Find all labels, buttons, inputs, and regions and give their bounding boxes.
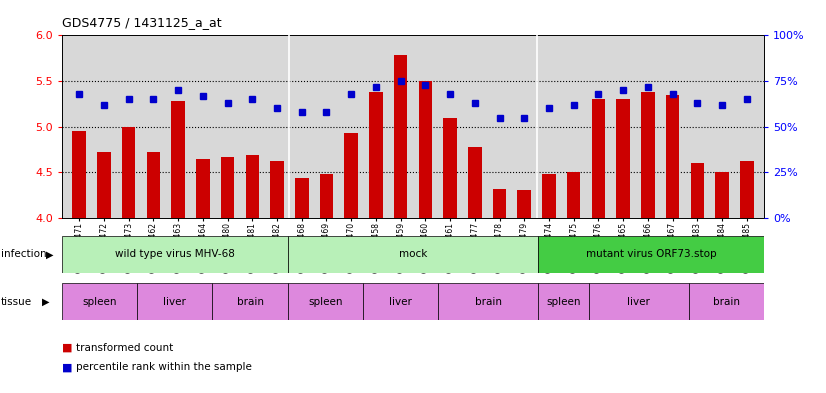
Text: liver: liver xyxy=(389,297,412,307)
Bar xyxy=(295,178,309,218)
Bar xyxy=(270,162,284,218)
Bar xyxy=(493,189,506,218)
Text: wild type virus MHV-68: wild type virus MHV-68 xyxy=(115,250,235,259)
Text: ▶: ▶ xyxy=(42,297,50,307)
Text: brain: brain xyxy=(236,297,263,307)
Text: brain: brain xyxy=(475,297,501,307)
Bar xyxy=(62,283,137,320)
Text: ▶: ▶ xyxy=(46,250,54,259)
Bar xyxy=(97,152,111,218)
Bar xyxy=(171,101,185,218)
Text: infection: infection xyxy=(1,250,46,259)
Bar xyxy=(419,81,432,218)
Bar xyxy=(616,99,630,218)
Bar xyxy=(588,283,689,320)
Bar xyxy=(444,118,457,218)
Bar xyxy=(539,236,764,273)
Text: spleen: spleen xyxy=(83,297,116,307)
Bar xyxy=(344,133,358,218)
Text: percentile rank within the sample: percentile rank within the sample xyxy=(76,362,252,373)
Text: mutant virus ORF73.stop: mutant virus ORF73.stop xyxy=(586,250,716,259)
Bar xyxy=(740,162,753,218)
Bar xyxy=(689,283,764,320)
Bar xyxy=(287,283,363,320)
Text: brain: brain xyxy=(713,297,740,307)
Bar xyxy=(641,92,655,218)
Bar xyxy=(567,173,581,218)
Bar xyxy=(62,236,287,273)
Text: transformed count: transformed count xyxy=(76,343,173,353)
Text: spleen: spleen xyxy=(546,297,581,307)
Bar xyxy=(245,155,259,218)
Text: tissue: tissue xyxy=(1,297,32,307)
Bar xyxy=(666,95,679,218)
Bar xyxy=(147,152,160,218)
Text: ■: ■ xyxy=(62,362,73,373)
Text: liver: liver xyxy=(164,297,186,307)
Bar xyxy=(73,131,86,218)
Bar xyxy=(539,283,588,320)
Bar xyxy=(221,157,235,218)
Bar xyxy=(468,147,482,218)
Bar xyxy=(122,127,135,218)
Bar xyxy=(542,174,556,218)
Bar xyxy=(438,283,539,320)
Bar xyxy=(320,174,333,218)
Text: mock: mock xyxy=(399,250,427,259)
Bar xyxy=(591,99,605,218)
Bar xyxy=(715,173,729,218)
Bar xyxy=(517,190,531,218)
Text: spleen: spleen xyxy=(308,297,343,307)
Text: GDS4775 / 1431125_a_at: GDS4775 / 1431125_a_at xyxy=(62,16,221,29)
Bar xyxy=(212,283,287,320)
Bar xyxy=(196,159,210,218)
Bar xyxy=(137,283,212,320)
Text: ■: ■ xyxy=(62,343,73,353)
Bar xyxy=(691,163,704,218)
Bar xyxy=(287,236,539,273)
Text: liver: liver xyxy=(627,297,650,307)
Bar xyxy=(394,55,407,218)
Bar xyxy=(363,283,438,320)
Bar xyxy=(369,92,382,218)
